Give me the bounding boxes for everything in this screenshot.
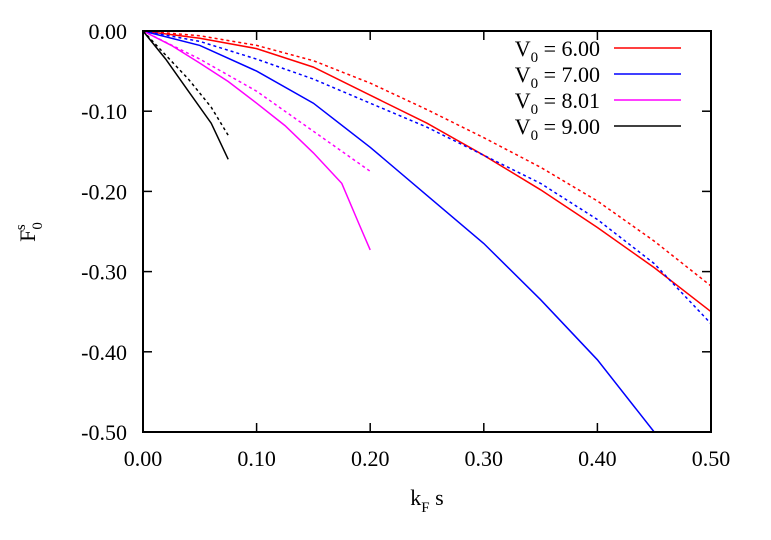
series-dotted-line-1 [142,30,712,325]
legend-label-0: V0 = 6.00 [515,36,600,66]
legend-label-2: V0 = 8.01 [515,88,600,118]
series-line-3 [142,30,229,160]
x-tick-label: 0.30 [465,446,504,471]
x-tick-label: 0.40 [578,446,617,471]
series-line-0 [142,30,712,313]
ticks-layer: 0.00 0.10 0.20 0.30 0.40 0.50 0.00 -0.10 -0.20 -0… [81,19,730,471]
series-line-2 [142,30,371,251]
series-line-1 [142,30,655,433]
y-tick-label: 0.00 [89,19,128,44]
y-axis-label: F0s [13,222,46,242]
series-dotted-line-2 [142,30,371,172]
x-tick-label: 0.10 [237,446,276,471]
series-dotted-line-3 [142,30,229,136]
series-layer [142,30,712,433]
x-tick-label: 0.20 [351,446,390,471]
x-tick-label: 0.50 [692,446,731,471]
legend-label-1: V0 = 7.00 [515,62,600,92]
y-tick-label: -0.20 [81,179,127,204]
y-tick-label: -0.40 [81,340,127,365]
y-tick-label: -0.30 [81,260,127,285]
plot-frame [142,30,712,433]
y-tick-label: -0.10 [81,99,127,124]
legend-label-3: V0 = 9.00 [515,114,600,144]
x-axis-label: kF s [410,485,443,516]
y-tick-label: -0.50 [81,420,127,445]
x-tick-label: 0.00 [124,446,163,471]
